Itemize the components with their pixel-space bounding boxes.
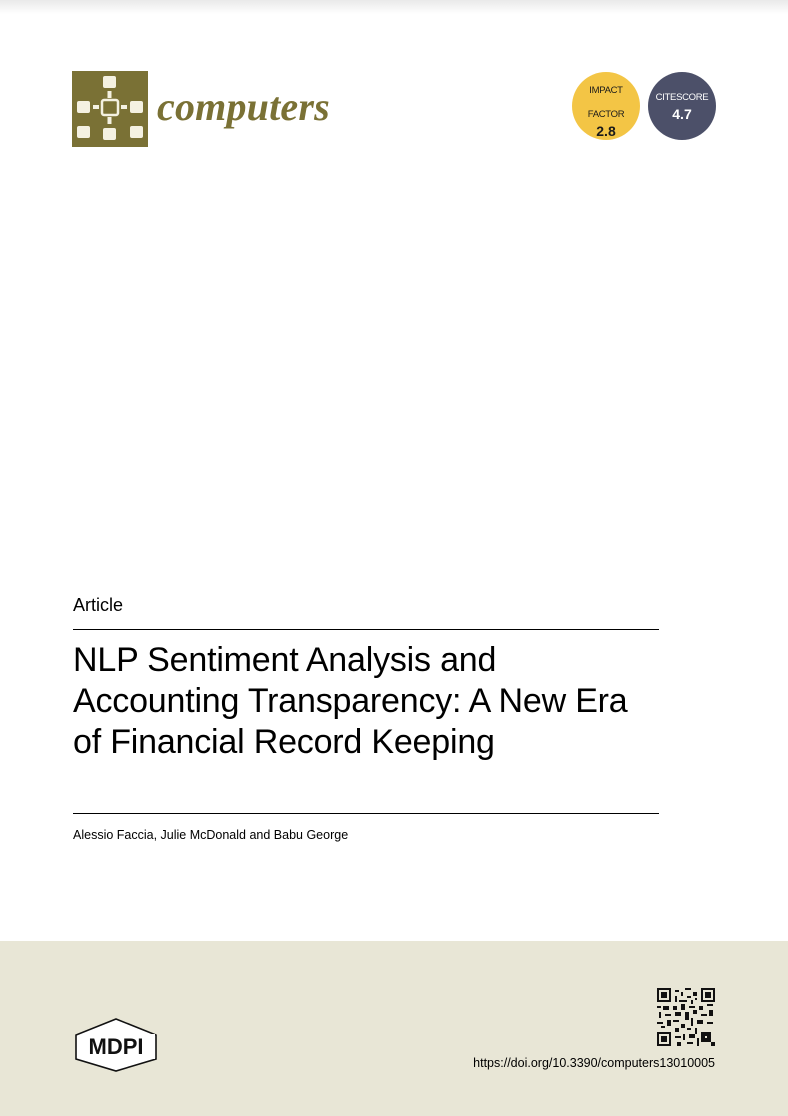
mdpi-logo-icon: MDPI xyxy=(72,1017,160,1078)
journal-name: computers xyxy=(157,84,330,129)
impact-factor-value: 2.8 xyxy=(596,123,616,139)
article-title: NLP Sentiment Analysis and Accounting Tr… xyxy=(73,641,628,761)
journal-logo-icon xyxy=(72,71,148,147)
impact-factor-label-1: IMPACT xyxy=(589,85,623,96)
citescore-label: CITESCORE xyxy=(655,92,709,103)
article-type: Article xyxy=(73,595,124,615)
citescore-value: 4.7 xyxy=(672,106,692,122)
article-authors: Alessio Faccia, Julie McDonald and Babu … xyxy=(73,828,349,842)
divider-bottom xyxy=(73,813,659,814)
mdpi-wordmark: MDPI xyxy=(89,1034,144,1059)
citescore-badge: CITESCORE 4.7 xyxy=(648,72,716,140)
divider-top xyxy=(73,629,659,630)
qr-code-icon xyxy=(657,988,715,1046)
impact-factor-label-2: FACTOR xyxy=(587,109,625,120)
page-top-shadow xyxy=(0,0,788,14)
doi-link[interactable]: https://doi.org/10.3390/computers1301000… xyxy=(473,1056,715,1070)
impact-factor-badge: IMPACT FACTOR 2.8 xyxy=(572,72,640,140)
